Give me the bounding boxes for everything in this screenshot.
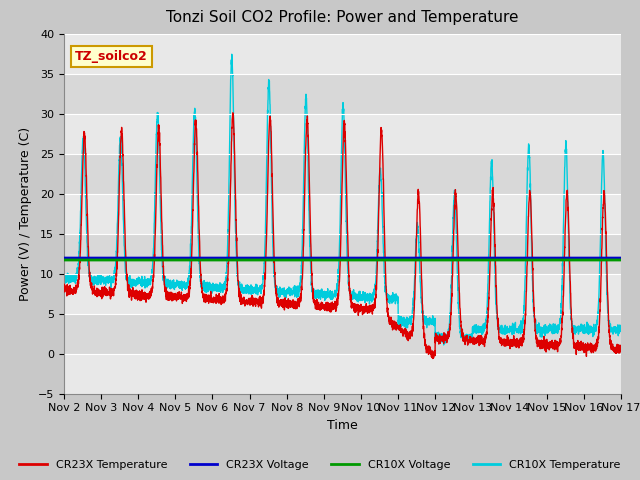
Bar [64,274,621,313]
Bar [64,34,621,73]
Bar [64,234,621,274]
X-axis label: Time: Time [327,419,358,432]
Bar [64,114,621,154]
Text: TZ_soilco2: TZ_soilco2 [75,50,148,63]
Bar [64,313,621,354]
Title: Tonzi Soil CO2 Profile: Power and Temperature: Tonzi Soil CO2 Profile: Power and Temper… [166,11,518,25]
Bar [64,154,621,193]
Bar [64,193,621,234]
Bar [64,73,621,114]
Y-axis label: Power (V) / Temperature (C): Power (V) / Temperature (C) [19,127,33,300]
Legend: CR23X Temperature, CR23X Voltage, CR10X Voltage, CR10X Temperature: CR23X Temperature, CR23X Voltage, CR10X … [15,456,625,474]
Bar [64,354,621,394]
